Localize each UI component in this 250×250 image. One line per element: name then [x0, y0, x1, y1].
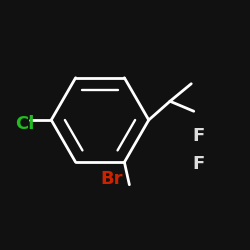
Text: Br: Br	[100, 170, 122, 188]
Text: Cl: Cl	[15, 115, 35, 133]
Text: F: F	[192, 127, 205, 145]
Text: F: F	[192, 155, 205, 173]
